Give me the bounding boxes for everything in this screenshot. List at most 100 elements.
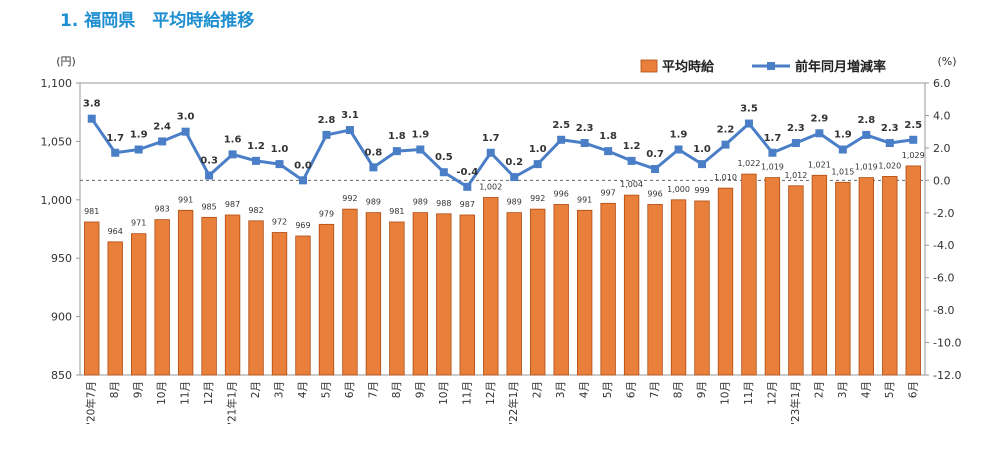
bar: [623, 194, 640, 376]
bar-value-label: 1,004: [620, 180, 643, 189]
x-tick-label: 6月: [626, 381, 638, 398]
right-tick-label: 0.0: [933, 174, 951, 187]
legend-line-marker: [767, 62, 775, 70]
line-point: [181, 127, 190, 136]
bar: [764, 177, 781, 376]
line-point: [439, 168, 448, 177]
line-value-label: 1.9: [130, 130, 148, 141]
line-value-label: 2.3: [576, 123, 594, 134]
bar-value-label: 1,019: [761, 163, 784, 172]
bar-value-label: 1,015: [831, 167, 854, 176]
x-tick-label: 11月: [743, 381, 755, 405]
left-tick-label: 1,100: [41, 77, 73, 90]
x-tick-label: 5月: [602, 381, 614, 398]
bar-value-label: 981: [389, 207, 404, 216]
legend: 平均時給 前年同月増減率: [640, 59, 886, 75]
x-tick-label: 7月: [649, 381, 661, 398]
line-point: [744, 119, 753, 128]
line-point: [838, 145, 847, 154]
bar: [365, 212, 382, 376]
line-value-label: 1.9: [670, 130, 688, 141]
bar-value-label: 971: [131, 219, 146, 228]
line-point: [533, 160, 542, 169]
right-tick-label: 4.0: [933, 109, 951, 122]
bar-value-label: 1,010: [714, 173, 737, 182]
line-point: [111, 148, 120, 157]
line-point: [580, 139, 589, 148]
bar: [224, 214, 241, 376]
bar-value-label: 987: [460, 200, 475, 209]
bar-value-label: 991: [178, 195, 193, 204]
bar-value-label: 992: [342, 194, 357, 203]
x-tick-label: 11月: [461, 381, 473, 405]
bar-value-label: 1,022: [738, 159, 761, 168]
axes: 850 900 950 1,000 1,050 1,100 6.0 4.0 2.0 0.0 -2.0…: [41, 55, 962, 382]
line-point: [158, 137, 167, 146]
line-point: [721, 140, 730, 149]
left-tick-label: 850: [51, 369, 72, 382]
bar: [342, 208, 358, 376]
line-value-label: 1.8: [388, 131, 406, 142]
line-value-label: 0.8: [365, 147, 383, 158]
line-value-label: 2.5: [904, 120, 922, 131]
line-point: [322, 130, 331, 139]
right-tick-label: -2.0: [933, 207, 954, 220]
x-tick-label: '20年7月: [85, 381, 98, 425]
left-tick-label: 900: [51, 311, 72, 324]
bar: [741, 173, 757, 376]
x-tick-label: 2月: [532, 381, 544, 398]
bar: [670, 199, 687, 376]
bar: [177, 209, 194, 376]
line-value-label: 3.8: [83, 99, 101, 110]
bar: [788, 185, 804, 376]
bar: [459, 214, 475, 376]
line-value-label: 2.5: [552, 120, 570, 131]
bar: [154, 219, 170, 376]
bar-value-label: 989: [413, 198, 428, 207]
right-tick-label: -4.0: [933, 239, 954, 252]
bar-value-label: 1,021: [808, 160, 831, 169]
x-tick-label: 4月: [297, 381, 309, 398]
line-value-label: 3.1: [341, 110, 359, 121]
line-point: [252, 156, 261, 165]
left-tick-label: 1,000: [41, 194, 73, 207]
line-point: [674, 145, 683, 154]
bar: [318, 223, 335, 376]
bar: [600, 202, 616, 376]
right-tick-label: -8.0: [933, 304, 954, 317]
bar-value-labels: 981 964 971 983 991 985 987 982 972 969 979 992 989 9…: [84, 151, 925, 236]
line-point: [134, 145, 143, 154]
x-tick-label: 10月: [719, 381, 731, 405]
line-value-label: 1.2: [623, 141, 641, 152]
line-point: [205, 171, 214, 180]
line-point: [228, 150, 237, 159]
bar: [553, 204, 569, 376]
bar: [248, 220, 264, 376]
line-value-label: 3.5: [740, 104, 758, 115]
legend-bar-swatch: [640, 59, 658, 73]
legend-bar-label: 平均時給: [662, 59, 715, 75]
line-value-label: -0.4: [456, 167, 478, 178]
x-tick-label: 12月: [485, 381, 497, 405]
bar: [412, 212, 429, 376]
line-point: [557, 135, 566, 144]
right-tick-label: -6.0: [933, 272, 954, 285]
line-point: [815, 129, 824, 138]
x-tick-label: 12月: [766, 381, 778, 405]
plot-frame: [79, 82, 926, 376]
x-tick-label: '23年1月: [789, 381, 802, 425]
line-value-label: 0.7: [646, 149, 664, 160]
bar-value-label: 972: [272, 218, 287, 227]
line-point: [463, 182, 472, 191]
line-point: [416, 145, 425, 154]
chart-title: 1. 福岡県 平均時給推移: [60, 11, 255, 31]
bar-value-label: 988: [436, 199, 451, 208]
line-value-label: 1.7: [482, 133, 500, 144]
bar-value-label: 969: [295, 221, 310, 230]
bar-value-label: 996: [554, 189, 569, 198]
line-value-label: 2.3: [881, 123, 899, 134]
bar-value-label: 989: [507, 198, 522, 207]
line-value-label: 2.3: [787, 123, 805, 134]
line-value-label: 2.8: [318, 115, 336, 126]
